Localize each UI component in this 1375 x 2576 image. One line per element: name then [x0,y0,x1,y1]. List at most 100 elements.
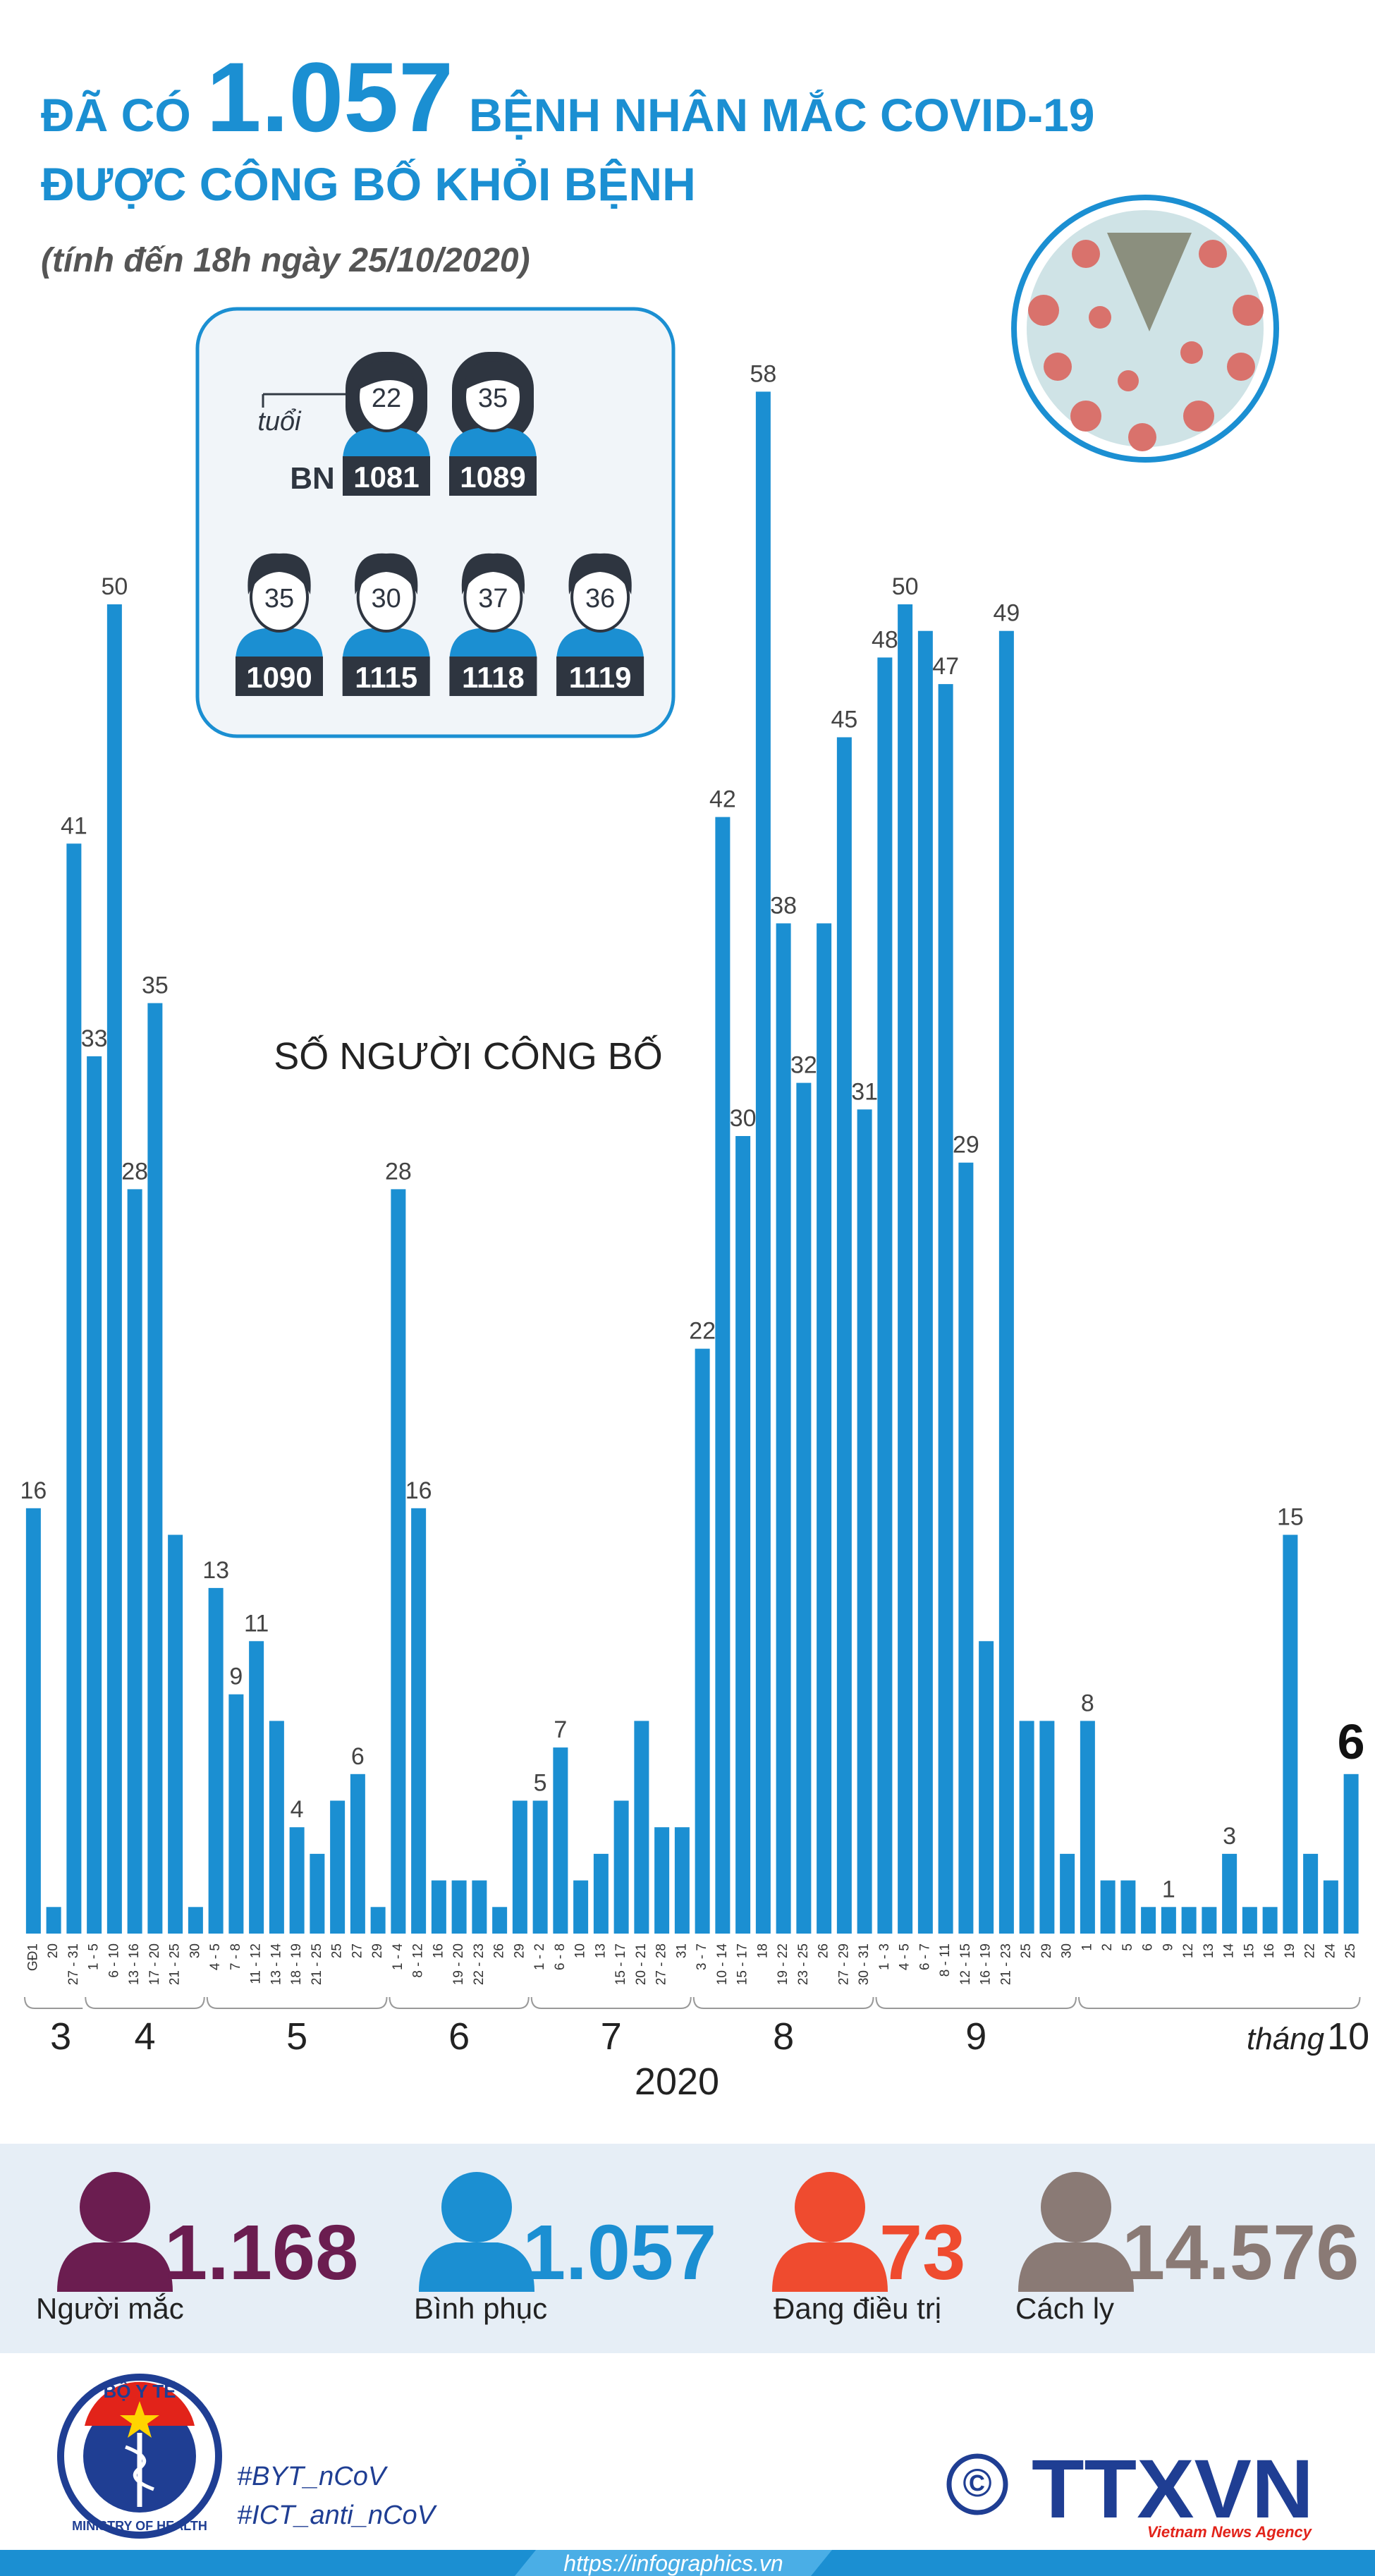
x-tick-label: 22 [1303,1943,1318,1958]
stat-value: 14.576 [1122,2209,1359,2296]
x-tick-label: 17 - 20 [147,1943,162,1985]
x-tick-label: 14 [1222,1943,1237,1959]
month-label: 9 [965,2015,986,2058]
bar [66,843,82,1934]
stat-value: 1.057 [522,2209,716,2296]
x-tick-label: 15 - 17 [735,1943,750,1985]
value-label: 50 [101,573,128,600]
bar [289,1827,305,1934]
x-tick-label: 25 [1019,1943,1034,1958]
x-tick-label: 16 - 19 [979,1943,994,1985]
x-tick-label: 21 - 23 [998,1943,1013,1985]
virus-body [1027,210,1264,447]
value-label: 7 [554,1716,567,1743]
value-label: 28 [385,1158,412,1185]
title-suffix: BỆNH NHÂN MẮC COVID-19 [469,89,1094,141]
value-label: 35 [142,972,169,999]
patient: 37 1118 [449,553,537,696]
x-tick-label: 18 - 19 [289,1943,304,1985]
x-tick-label: 1 - 4 [391,1943,405,1970]
value-label: 4 [291,1796,304,1823]
ministry-logo [57,2374,222,2539]
bar [674,1827,690,1934]
virus-cut [1107,233,1192,331]
x-tick-label: 15 - 17 [613,1943,628,1985]
x-tick-label: 3 - 7 [695,1943,709,1970]
value-label: 50 [892,573,919,600]
patient-age: 37 [478,584,508,614]
x-tick-label: 6 - 8 [553,1943,568,1970]
bar [938,684,953,1934]
value-label: 16 [20,1477,47,1504]
stat-label: Đang điều trị [774,2292,941,2325]
shoulders [236,628,323,659]
bar [391,1189,406,1934]
bar [188,1907,203,1934]
bar [836,737,852,1934]
stat-icon-head [80,2172,150,2242]
value-label: 9 [229,1664,243,1690]
bar [168,1534,183,1934]
value-label: 42 [709,786,736,813]
month-label: 10 [1327,2015,1369,2058]
bar [1181,1907,1197,1934]
patient-id-box [343,456,430,496]
bar [127,1189,142,1934]
bar [87,1056,102,1934]
title-number: 1.057 [207,42,453,152]
stat-label: Người mắc [36,2292,184,2325]
month-prefix: tháng [1247,2022,1325,2056]
virus-illustration [1011,195,1279,463]
value-label: 13 [202,1557,229,1584]
hair [355,553,418,594]
logo-snake [125,2445,154,2491]
bar [472,1880,487,1934]
bar [1019,1721,1034,1934]
bar [654,1827,670,1934]
value-label: 15 [1277,1504,1304,1531]
hair [461,553,525,594]
x-tick-label: 25 [1343,1943,1358,1958]
bar [573,1880,589,1934]
bar [1080,1721,1095,1934]
id-label: BN [290,461,335,496]
month-label: 4 [134,2015,155,2058]
hashtag: #BYT_nCoV [237,2462,389,2491]
month-bracket [389,1996,530,2009]
patient-id-box [449,657,537,696]
ministry-name: BỘ Y TẾ [103,2381,176,2402]
value-label: 8 [1081,1690,1094,1716]
x-tick-label: 4 - 5 [898,1943,912,1970]
shoulders [449,428,537,459]
x-tick-label: 6 [1141,1943,1156,1951]
x-tick-label: 19 - 20 [451,1943,466,1985]
x-tick-label: 6 - 10 [106,1943,121,1978]
patient-id-box [236,657,323,696]
patient-age: 30 [372,584,401,614]
month-label: 5 [286,2015,307,2058]
stat-icon-head [1041,2172,1111,2242]
url: https://infographics.vn [563,2551,783,2576]
x-tick-label: 6 - 7 [917,1943,932,1970]
hashtag: #ICT_anti_nCoV [237,2501,438,2530]
bar [735,1136,751,1934]
value-label: 22 [689,1318,716,1345]
x-tick-label: 10 [573,1943,588,1958]
x-tick-label: 8 - 12 [411,1943,426,1978]
x-tick-label: 12 [1181,1943,1196,1958]
shoulders [449,628,537,659]
x-tick-label: 1 [1080,1943,1094,1951]
title-prefix: ĐÃ CÓ [41,89,191,141]
month-label: 6 [448,2015,470,2058]
stat-icon-body [772,2242,888,2292]
x-tick-label: 26 [817,1943,831,1958]
bar [1161,1907,1176,1934]
x-tick-label: 29 [512,1943,527,1958]
x-tick-label: 23 - 25 [796,1943,811,1985]
bar [106,604,122,1934]
bar [695,1348,710,1934]
bar [370,1907,386,1934]
bar [451,1880,467,1934]
month-bracket [875,1996,1077,2009]
bar [411,1508,427,1934]
